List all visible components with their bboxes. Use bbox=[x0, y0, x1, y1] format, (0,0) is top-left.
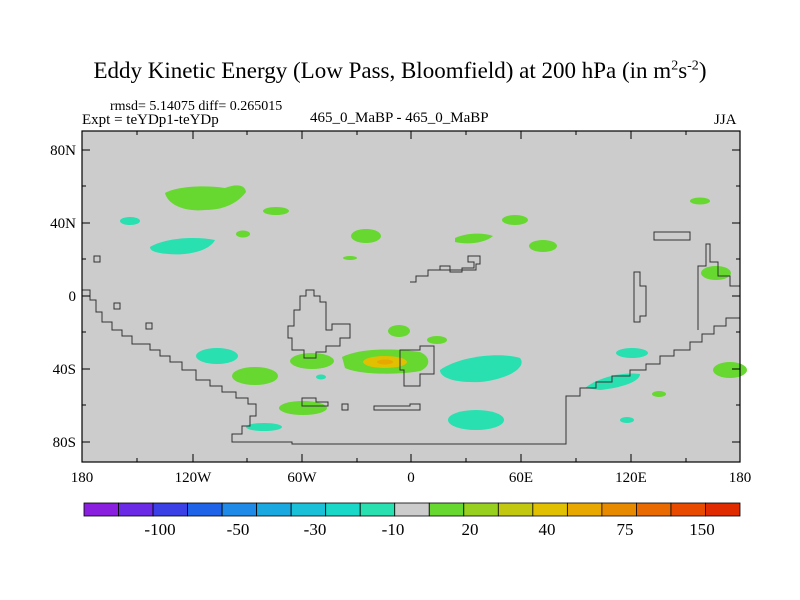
colorbar-box bbox=[152, 502, 188, 517]
colorbar-box bbox=[705, 502, 741, 517]
stats-label: rmsd= 5.14075 diff= 0.265015 bbox=[110, 99, 283, 114]
green-patch bbox=[713, 362, 747, 378]
colorbar-box bbox=[290, 502, 327, 517]
colorbar-box bbox=[394, 502, 430, 517]
colorbar-labels: -100 -50 -30 -10 20 40 75 150 bbox=[144, 520, 714, 539]
cyan-patch bbox=[196, 348, 238, 364]
coastline bbox=[410, 255, 481, 283]
green-patch bbox=[690, 197, 710, 205]
colorbar-box bbox=[497, 502, 534, 517]
green-patch bbox=[232, 367, 278, 385]
map-title: Eddy Kinetic Energy (Low Pass, Bloomfiel… bbox=[93, 58, 707, 83]
colorbar-box bbox=[221, 502, 258, 517]
lon-label: 180 bbox=[71, 470, 94, 486]
season-label: JJA bbox=[714, 112, 737, 128]
cyan-patch bbox=[448, 410, 504, 430]
anomaly-patches bbox=[165, 185, 747, 415]
colorbar-box bbox=[463, 502, 499, 517]
colorbar-box bbox=[359, 502, 396, 517]
green-patch bbox=[701, 266, 731, 280]
colorbar-label: -50 bbox=[227, 520, 250, 539]
colorbar-label: -100 bbox=[144, 520, 175, 539]
green-patch bbox=[652, 391, 666, 397]
green-patch bbox=[279, 401, 327, 415]
coastline bbox=[287, 289, 351, 359]
cyan-patch bbox=[616, 348, 648, 358]
colorbar-box bbox=[256, 502, 292, 517]
coastline bbox=[341, 403, 349, 411]
colorbar-label: 75 bbox=[617, 520, 634, 539]
green-patch bbox=[351, 229, 381, 243]
cyan-patch bbox=[150, 238, 215, 255]
coastline bbox=[373, 403, 421, 411]
green-patch bbox=[263, 207, 289, 215]
colorbar-box bbox=[601, 502, 637, 517]
lon-label: 0 bbox=[407, 470, 415, 486]
colorbar-box bbox=[187, 502, 223, 517]
green-patch bbox=[529, 240, 557, 252]
lat-labels: 80N 40N 0 40S 80S bbox=[50, 143, 76, 451]
negative-patches bbox=[120, 217, 648, 431]
coastline bbox=[145, 322, 153, 330]
map-background bbox=[82, 131, 740, 462]
colorbar-box bbox=[83, 502, 119, 517]
green-patch bbox=[455, 233, 493, 244]
expt-label: Expt = teYDp1-teYDp bbox=[82, 112, 219, 128]
colorbar-box bbox=[670, 502, 706, 517]
colorbar-box bbox=[428, 502, 465, 517]
lon-label: 60W bbox=[287, 470, 317, 486]
lat-label: 40S bbox=[53, 362, 76, 378]
coastline bbox=[93, 255, 101, 263]
lon-ticks bbox=[136, 131, 687, 462]
colorbar-box bbox=[325, 502, 361, 517]
green-patch bbox=[388, 325, 410, 337]
colorbar-label: 40 bbox=[539, 520, 556, 539]
colorbar-label: 150 bbox=[689, 520, 715, 539]
cyan-patch bbox=[120, 217, 140, 225]
cyan-patch bbox=[246, 423, 282, 431]
green-patch bbox=[165, 185, 246, 211]
lon-label: 60E bbox=[509, 470, 533, 486]
coastline bbox=[633, 271, 647, 323]
colorbar bbox=[83, 502, 741, 517]
colorbar-box bbox=[118, 502, 154, 517]
lon-label: 180 bbox=[729, 470, 752, 486]
green-patch bbox=[236, 230, 250, 238]
green-patch bbox=[427, 336, 447, 344]
colorbar-label: -10 bbox=[382, 520, 405, 539]
lon-labels: 180 120W 60W 0 60E 120E 180 bbox=[71, 470, 752, 486]
coastline bbox=[697, 243, 740, 330]
orange-patch bbox=[377, 359, 393, 365]
colorbar-label: 20 bbox=[462, 520, 479, 539]
lon-label: 120W bbox=[175, 470, 213, 486]
cyan-patch bbox=[620, 417, 634, 423]
lat-label: 40N bbox=[50, 216, 76, 232]
coastline bbox=[82, 289, 740, 445]
green-patch bbox=[290, 353, 334, 369]
colorbar-label: -30 bbox=[304, 520, 327, 539]
coastline bbox=[113, 302, 121, 310]
green-patch bbox=[343, 256, 357, 260]
lat-label: 0 bbox=[69, 289, 77, 305]
colorbar-box bbox=[566, 502, 603, 517]
colorbar-box bbox=[636, 502, 672, 517]
coastline bbox=[399, 345, 435, 387]
green-patch bbox=[502, 215, 528, 225]
coastline bbox=[301, 397, 329, 407]
lon-label: 120E bbox=[615, 470, 647, 486]
lat-ticks bbox=[82, 149, 740, 443]
lat-label: 80S bbox=[53, 435, 76, 451]
colorbar-box bbox=[532, 502, 568, 517]
cyan-patch bbox=[316, 374, 326, 380]
cyan-patch bbox=[440, 355, 522, 383]
lat-label: 80N bbox=[50, 143, 76, 159]
coastline bbox=[653, 231, 691, 241]
center-label: 465_0_MaBP - 465_0_MaBP bbox=[310, 110, 489, 126]
